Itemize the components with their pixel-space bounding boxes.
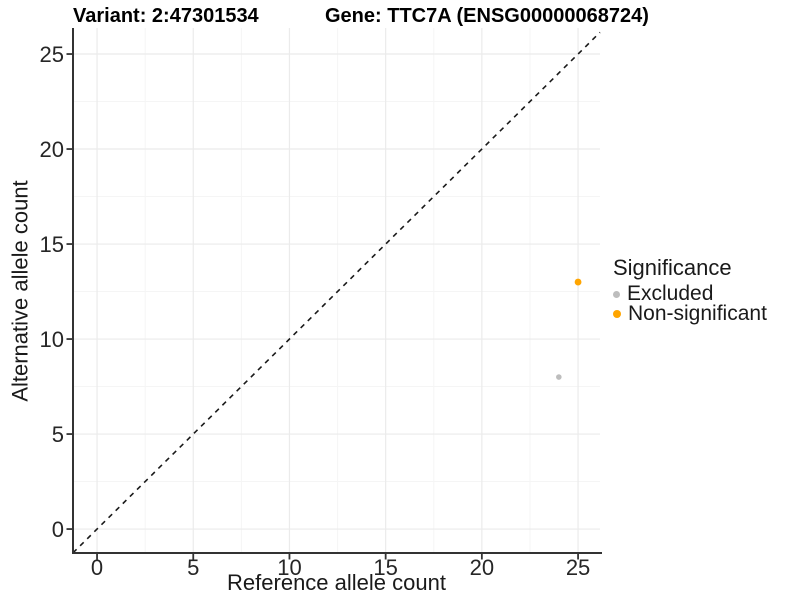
x-axis-title: Reference allele count xyxy=(227,570,446,595)
y-axis-title: Alternative allele count xyxy=(8,179,34,402)
x-tick-label: 0 xyxy=(91,555,103,580)
y-tick-label: 25 xyxy=(40,42,64,67)
y-tick-label: 15 xyxy=(40,232,64,257)
legend-item-non-significant: Non-significant xyxy=(613,302,767,325)
data-point-non-significant xyxy=(574,278,582,286)
y-tick-label: 0 xyxy=(52,517,64,542)
legend-dot-non-significant xyxy=(613,310,621,318)
y-axis-title-wrap: Alternative allele count xyxy=(6,28,36,553)
variant-title: Variant: 2:47301534 xyxy=(73,5,259,27)
x-tick-label: 15 xyxy=(373,555,397,580)
y-tick-label: 10 xyxy=(40,327,64,352)
y-tick-label: 5 xyxy=(52,422,64,447)
legend: Significance Excluded Non-significant xyxy=(613,255,767,324)
x-tick-label: 10 xyxy=(277,555,301,580)
x-tick-label: 25 xyxy=(566,555,590,580)
gene-title: Gene: TTC7A (ENSG00000068724) xyxy=(325,5,649,27)
x-tick-label: 5 xyxy=(187,555,199,580)
legend-label-non-significant: Non-significant xyxy=(628,302,767,325)
legend-label-excluded: Excluded xyxy=(627,282,714,305)
x-tick-label: 20 xyxy=(470,555,494,580)
legend-item-excluded: Excluded xyxy=(613,282,767,305)
identity-line xyxy=(72,31,601,554)
y-tick-label: 20 xyxy=(40,137,64,162)
legend-title: Significance xyxy=(613,255,732,280)
legend-dot-excluded xyxy=(613,290,620,298)
data-point-excluded xyxy=(556,374,562,380)
